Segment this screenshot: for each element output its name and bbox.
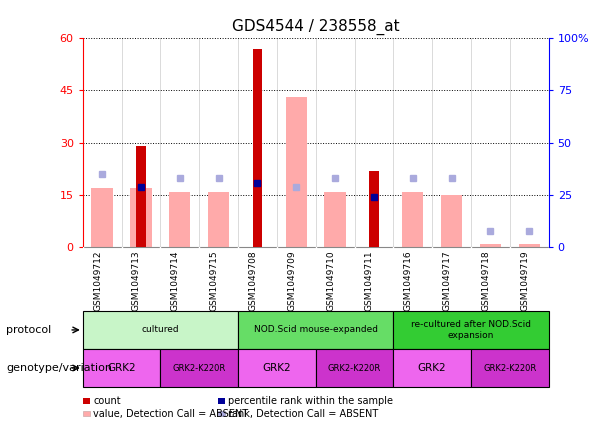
Bar: [136, 146, 146, 247]
Bar: [480, 244, 501, 247]
Bar: [83, 311, 238, 349]
Bar: [253, 49, 262, 247]
Bar: [91, 188, 113, 247]
Bar: [161, 349, 238, 387]
Text: GSM1049717: GSM1049717: [443, 250, 452, 311]
Text: GRK2-K220R: GRK2-K220R: [173, 363, 226, 373]
Text: GSM1049708: GSM1049708: [248, 250, 257, 311]
Text: count: count: [93, 396, 121, 406]
Text: GRK2: GRK2: [262, 363, 291, 373]
Text: GRK2-K220R: GRK2-K220R: [483, 363, 536, 373]
Bar: [169, 192, 191, 247]
Text: GSM1049713: GSM1049713: [132, 250, 141, 311]
Bar: [316, 349, 394, 387]
Bar: [402, 192, 424, 247]
Text: GSM1049718: GSM1049718: [481, 250, 490, 311]
Bar: [131, 188, 151, 247]
Bar: [208, 192, 229, 247]
Text: GSM1049711: GSM1049711: [365, 250, 374, 311]
Bar: [471, 349, 549, 387]
Bar: [238, 311, 394, 349]
Text: GSM1049719: GSM1049719: [520, 250, 529, 311]
Bar: [286, 97, 307, 247]
Text: GSM1049712: GSM1049712: [93, 250, 102, 311]
Text: genotype/variation: genotype/variation: [6, 363, 112, 373]
Text: GSM1049715: GSM1049715: [210, 250, 219, 311]
Text: GRK2-K220R: GRK2-K220R: [328, 363, 381, 373]
Text: GRK2: GRK2: [107, 363, 136, 373]
Bar: [83, 349, 161, 387]
Bar: [369, 171, 379, 247]
Text: GSM1049710: GSM1049710: [326, 250, 335, 311]
Text: GRK2: GRK2: [418, 363, 446, 373]
Title: GDS4544 / 238558_at: GDS4544 / 238558_at: [232, 19, 400, 36]
Text: rank, Detection Call = ABSENT: rank, Detection Call = ABSENT: [228, 409, 378, 419]
Text: cultured: cultured: [142, 325, 179, 335]
Text: protocol: protocol: [6, 325, 51, 335]
Text: GSM1049709: GSM1049709: [287, 250, 296, 311]
Text: percentile rank within the sample: percentile rank within the sample: [228, 396, 393, 406]
Bar: [519, 244, 540, 247]
Bar: [324, 192, 346, 247]
Bar: [394, 311, 549, 349]
Text: re-cultured after NOD.Scid
expansion: re-cultured after NOD.Scid expansion: [411, 320, 531, 340]
Bar: [441, 195, 462, 247]
Bar: [394, 349, 471, 387]
Text: value, Detection Call = ABSENT: value, Detection Call = ABSENT: [93, 409, 248, 419]
Text: GSM1049714: GSM1049714: [171, 250, 180, 311]
Text: GSM1049716: GSM1049716: [404, 250, 413, 311]
Text: NOD.Scid mouse-expanded: NOD.Scid mouse-expanded: [254, 325, 378, 335]
Bar: [238, 349, 316, 387]
